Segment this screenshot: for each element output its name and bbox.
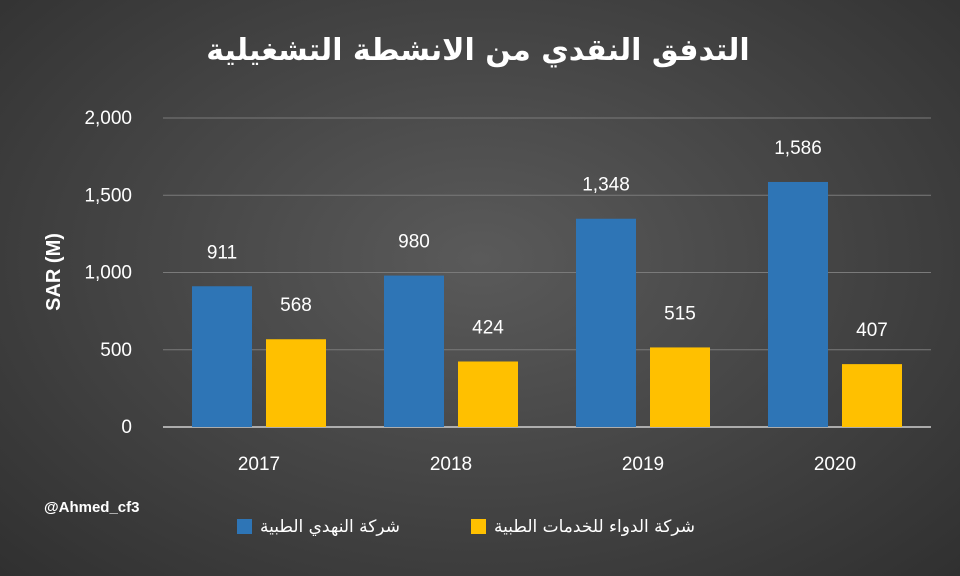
- data-label-series-2: 407: [856, 320, 888, 341]
- chart-title: التدفق النقدي من الانشطة التشغيلية: [206, 33, 749, 68]
- y-tick-label: 1,000: [84, 263, 132, 284]
- bar-series-1: [192, 286, 252, 427]
- data-label-series-1: 980: [398, 232, 430, 253]
- data-labels: 911 568 980 424 1,348 515 1,586 407: [207, 138, 888, 341]
- y-tick-label: 0: [121, 417, 132, 438]
- data-label-series-1: 911: [207, 242, 237, 263]
- legend: شركة النهدي الطبية شركة الدواء للخدمات ا…: [237, 517, 695, 537]
- y-axis-label: SAR (M): [43, 233, 65, 311]
- bar-series-1: [384, 275, 444, 427]
- data-label-series-2: 424: [472, 317, 504, 338]
- watermark: @Ahmed_cf3: [44, 499, 140, 516]
- y-tick-label: 500: [100, 340, 132, 361]
- bar-series-2: [458, 361, 518, 427]
- legend-label-series-2: شركة الدواء للخدمات الطبية: [494, 517, 695, 537]
- bar-series-1: [576, 218, 636, 427]
- legend-swatch-series-1: [237, 519, 252, 534]
- y-axis-ticks: 0 500 1,000 1,500 2,000: [84, 108, 132, 438]
- data-label-series-2: 568: [280, 295, 312, 316]
- data-label-series-1: 1,348: [582, 175, 630, 196]
- data-label-series-1: 1,586: [774, 138, 822, 159]
- x-tick-label: 2019: [622, 454, 664, 475]
- bars: [192, 181, 902, 427]
- bar-series-2: [266, 339, 326, 427]
- x-tick-label: 2017: [238, 454, 280, 475]
- bar-series-2: [650, 347, 710, 427]
- x-tick-label: 2020: [814, 454, 856, 475]
- y-tick-label: 2,000: [84, 108, 132, 129]
- legend-swatch-series-2: [471, 519, 486, 534]
- data-label-series-2: 515: [664, 303, 696, 324]
- x-tick-label: 2018: [430, 454, 472, 475]
- bar-series-2: [842, 364, 902, 427]
- x-axis-ticks: 2017 2018 2019 2020: [238, 454, 856, 475]
- y-tick-label: 1,500: [84, 185, 132, 206]
- bar-series-1: [768, 181, 828, 427]
- legend-label-series-1: شركة النهدي الطبية: [260, 517, 400, 537]
